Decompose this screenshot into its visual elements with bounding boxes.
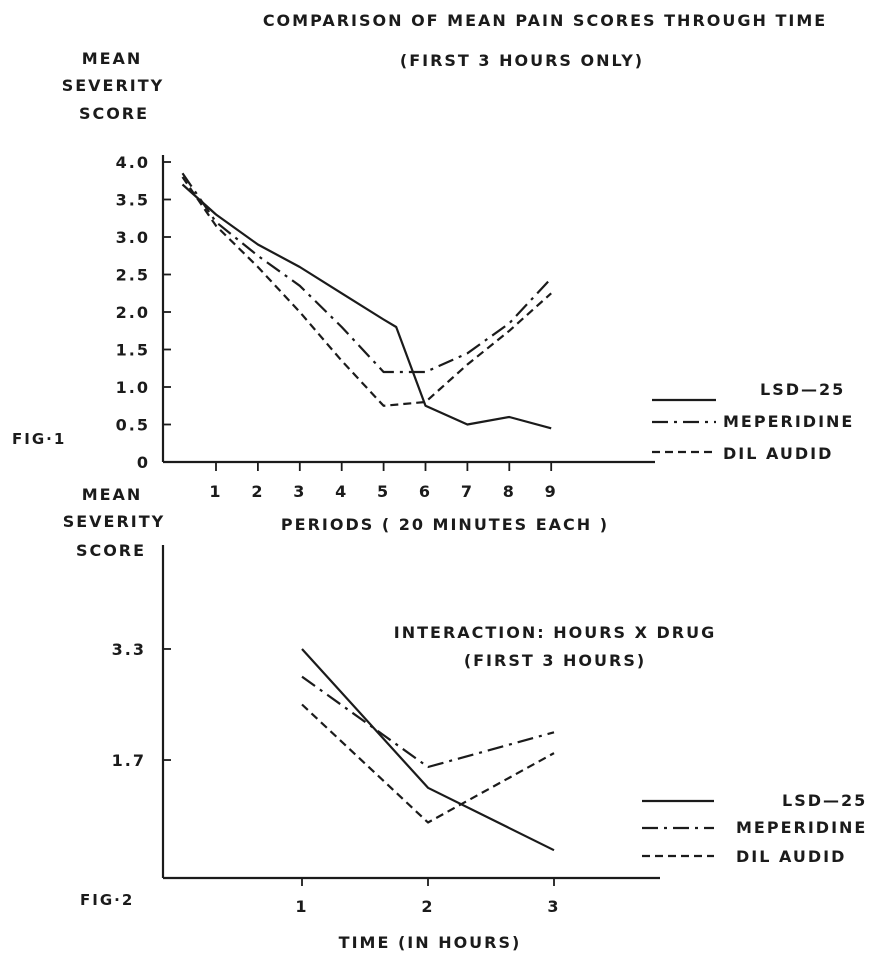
chart-1-legend-label: LSD—25 [760, 380, 845, 399]
chart-2-y-tick-label: 3.3 [112, 640, 146, 659]
chart-2-legend-label: DIL AUDID [736, 847, 846, 866]
chart-1-series-dashed [181, 176, 552, 407]
chart-2-series-dashed [301, 703, 555, 824]
chart-1-legend-label: DIL AUDID [723, 444, 833, 463]
chart-1-x-tick-label: 9 [545, 482, 558, 501]
chart-1-x-tick-label: 7 [461, 482, 474, 501]
chart-2-series-dashdot [301, 675, 555, 769]
chart-2: MEAN SEVERITY SCORE INTERACTION: HOURS X… [63, 485, 867, 952]
chart-1-ylabel-line-1: MEAN [82, 49, 143, 68]
chart-2-ylabel-line-1: MEAN [82, 485, 143, 504]
chart-1-y-tick-label: 4.0 [116, 153, 150, 172]
chart-1-x-tick-label: 6 [419, 482, 432, 501]
chart-1-y-tick-label: 3.5 [116, 191, 150, 210]
chart-1-y-tick-label: 3.0 [116, 228, 150, 247]
chart-2-x-tick-label: 3 [547, 897, 560, 916]
chart-1-x-tick-label: 1 [209, 482, 222, 501]
chart-1-y-tick-label: 2.0 [116, 303, 150, 322]
chart-1-ylabel-line-2: SEVERITY [62, 76, 165, 95]
chart-1-ylabel-line-3: SCORE [79, 104, 149, 123]
chart-2-title: INTERACTION: HOURS X DRUG [394, 623, 717, 642]
chart-1-y-tick-label: 1.0 [116, 378, 150, 397]
chart-1-x-tick-label: 3 [293, 482, 306, 501]
chart-2-y-tick-label: 1.7 [112, 751, 146, 770]
chart-2-xlabel: TIME (IN HOURS) [339, 933, 522, 952]
chart-1-y-tick-label: 0 [137, 453, 150, 472]
chart-1-y-tick-label: 1.5 [116, 341, 150, 360]
chart-1-x-tick-label: 2 [251, 482, 264, 501]
chart-1-x-tick-label: 4 [335, 482, 348, 501]
chart-1-title: COMPARISON OF MEAN PAIN SCORES THROUGH T… [263, 11, 827, 30]
chart-2-ylabel-line-3: SCORE [76, 541, 146, 560]
chart-2-x-tick-label: 1 [295, 897, 308, 916]
chart-1-y-tick-label: 0.5 [116, 416, 150, 435]
chart-1-x-tick-label: 5 [377, 482, 390, 501]
chart-2-series-solid [301, 648, 555, 852]
chart-2-ylabel-line-2: SEVERITY [63, 512, 166, 531]
chart-1-subtitle: (FIRST 3 HOURS ONLY) [400, 51, 644, 70]
chart-1-y-tick-label: 2.5 [116, 266, 150, 285]
chart-2-legend-label: MEPERIDINE [736, 818, 867, 837]
chart-1-xlabel: PERIODS ( 20 MINUTES EACH ) [281, 515, 609, 534]
chart-1-series-dashdot [181, 172, 553, 374]
chart-1-x-tick-label: 8 [503, 482, 516, 501]
chart-2-subtitle: (FIRST 3 HOURS) [464, 651, 646, 670]
chart-1-series-solid [181, 183, 552, 430]
chart-2-x-tick-label: 2 [421, 897, 434, 916]
chart-1-legend-label: MEPERIDINE [723, 412, 854, 431]
chart-1: COMPARISON OF MEAN PAIN SCORES THROUGH T… [12, 11, 854, 534]
chart-2-fig-label: FIG·2 [80, 891, 134, 909]
chart-2-legend-label: LSD—25 [782, 791, 867, 810]
chart-1-fig-label: FIG·1 [12, 430, 66, 448]
